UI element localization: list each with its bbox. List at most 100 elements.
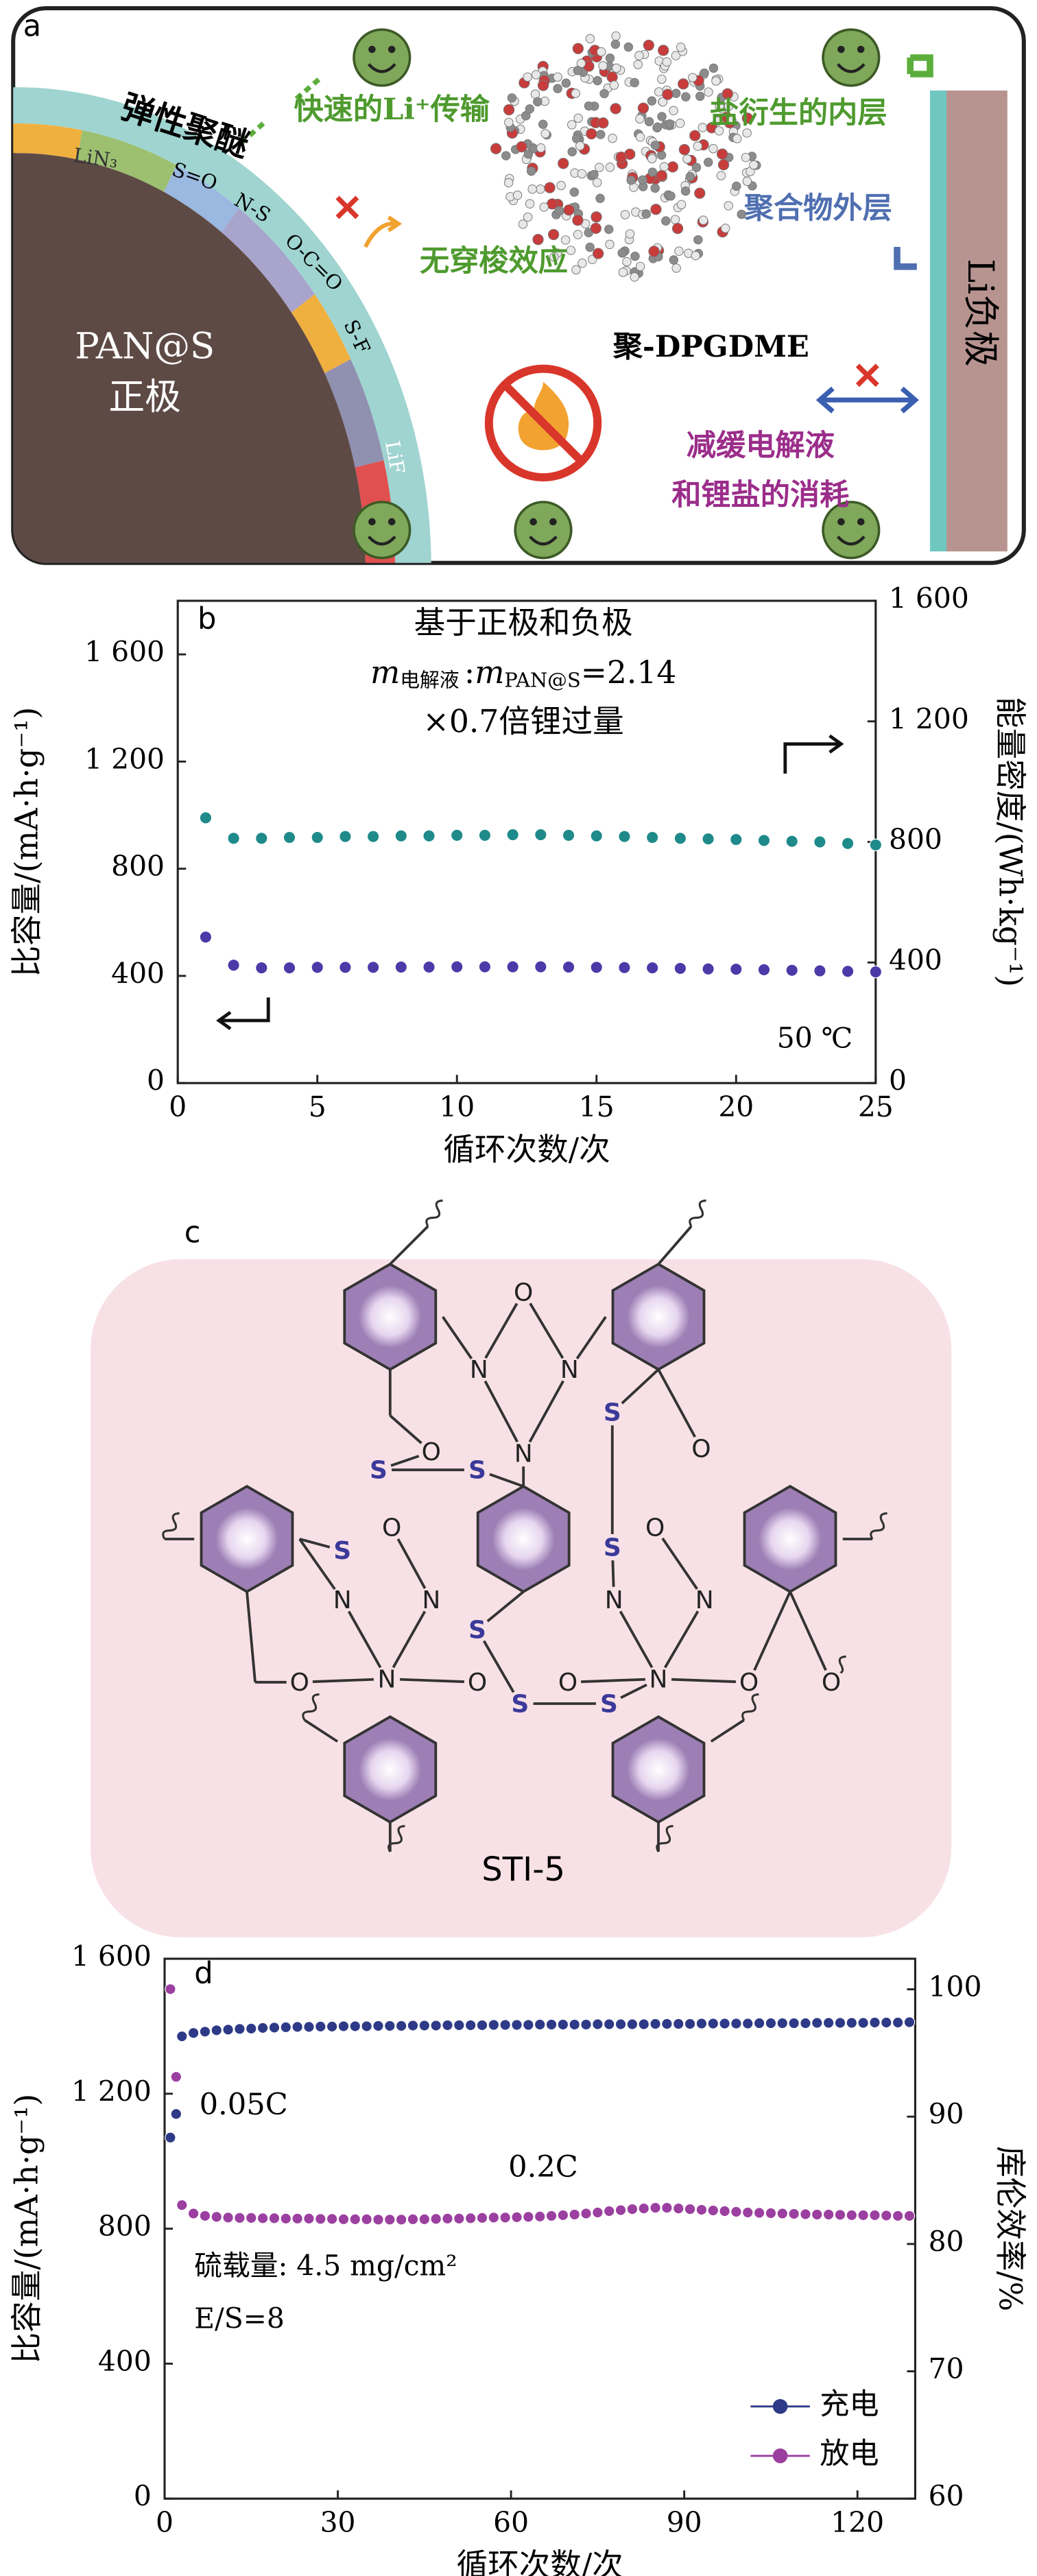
- data-point: [418, 2020, 431, 2031]
- wavy-bond: [425, 1200, 443, 1227]
- atom: [598, 61, 608, 71]
- smiley-eye: [388, 518, 396, 526]
- atom-background: [510, 1278, 537, 1306]
- aromatic-circle: [627, 1285, 690, 1348]
- atom-label: S: [604, 1399, 621, 1427]
- bond: [658, 1678, 750, 1684]
- atom: [724, 201, 733, 211]
- atom: [610, 39, 621, 49]
- label: 聚合物外层: [743, 191, 892, 226]
- data-point: [776, 2208, 789, 2219]
- data-point: [811, 2208, 823, 2221]
- slash: [502, 382, 584, 464]
- x-tick-label: 5: [309, 1090, 326, 1123]
- x-tick-label: 0: [156, 2506, 174, 2539]
- atom: [573, 66, 583, 75]
- atom-label: O: [645, 1514, 665, 1542]
- li-anode: [946, 91, 1008, 551]
- atom-background: [735, 1669, 763, 1695]
- data-point: [674, 962, 687, 975]
- data-point: [291, 2021, 303, 2033]
- atom: [658, 97, 668, 107]
- data-point: [511, 2019, 523, 2031]
- panel-background: [91, 1259, 952, 1937]
- data-point: [695, 2018, 708, 2029]
- atom: [694, 187, 706, 199]
- atom: [644, 117, 654, 127]
- data-point: [326, 2213, 338, 2225]
- atom: [732, 181, 741, 191]
- data-point: [869, 2209, 881, 2221]
- atom: [512, 190, 523, 200]
- x-axis-label: 循环次数/次: [443, 1132, 610, 1168]
- smiley-mouth: [529, 535, 558, 546]
- atom: [623, 42, 634, 52]
- x-tick-label: 10: [439, 1090, 475, 1123]
- data-point: [280, 2213, 292, 2225]
- atom-label: N: [422, 1586, 440, 1614]
- atom: [592, 248, 604, 259]
- atom: [516, 141, 527, 153]
- atom: [741, 112, 753, 124]
- aromatic-circle: [359, 1738, 422, 1801]
- data-point: [255, 961, 268, 975]
- data-point: [349, 2020, 361, 2032]
- atom: [678, 78, 689, 90]
- atom-background: [554, 1669, 582, 1695]
- wavy-bond: [870, 1512, 887, 1540]
- atom: [674, 246, 684, 256]
- interphase-segment: [13, 123, 82, 160]
- data-point: [719, 2018, 730, 2029]
- smiley: [353, 501, 412, 560]
- x-axis-label: 循环次数/次: [457, 2547, 623, 2576]
- interphase-segment: [77, 130, 177, 192]
- data-point: [881, 2210, 892, 2221]
- atom: [575, 141, 585, 151]
- atom: [647, 154, 657, 164]
- atom: [590, 222, 601, 235]
- data-point: [222, 2212, 234, 2223]
- atom: [693, 235, 703, 245]
- legend-marker: [772, 2448, 788, 2464]
- bond: [522, 1291, 571, 1370]
- data-point: [757, 834, 771, 847]
- annotation: 基于正极和负极: [414, 605, 633, 641]
- atom: [586, 128, 597, 140]
- y2-tick-label: 70: [929, 2352, 964, 2385]
- data-point: [788, 2017, 800, 2029]
- x-tick-label: 60: [493, 2506, 529, 2539]
- bond: [390, 1527, 433, 1601]
- data-point: [478, 828, 492, 842]
- data-point: [580, 2018, 592, 2031]
- smiley-eye: [837, 45, 845, 53]
- bond: [299, 1678, 388, 1684]
- y-tick-label: 0: [147, 1064, 165, 1097]
- label: Li负极: [959, 259, 1001, 367]
- atom: [605, 163, 615, 172]
- data-point: [337, 2213, 350, 2226]
- atom: [572, 214, 584, 226]
- y-tick-label: 800: [98, 2210, 152, 2243]
- atom-label: O: [514, 1278, 533, 1307]
- y-axis-label: 比容量/(mA·h·g⁻¹): [9, 707, 45, 977]
- formula-part: :: [464, 654, 475, 691]
- atom: [612, 63, 621, 73]
- cross: [335, 195, 359, 219]
- atom: [657, 112, 667, 121]
- data-point: [199, 931, 213, 944]
- data-point: [592, 2206, 604, 2219]
- data-point: [702, 832, 715, 846]
- atom-label: O: [382, 1514, 401, 1542]
- data-point: [846, 2017, 858, 2029]
- atom: [527, 184, 537, 194]
- atom: [671, 263, 681, 273]
- data-point: [580, 2208, 592, 2219]
- y2-tick-label: 80: [929, 2225, 964, 2258]
- atom: [597, 117, 609, 129]
- bond: [748, 1591, 791, 1683]
- bond: [386, 1678, 478, 1684]
- data-point: [903, 2210, 916, 2222]
- atom-label: S: [511, 1690, 529, 1718]
- smiley: [822, 28, 881, 87]
